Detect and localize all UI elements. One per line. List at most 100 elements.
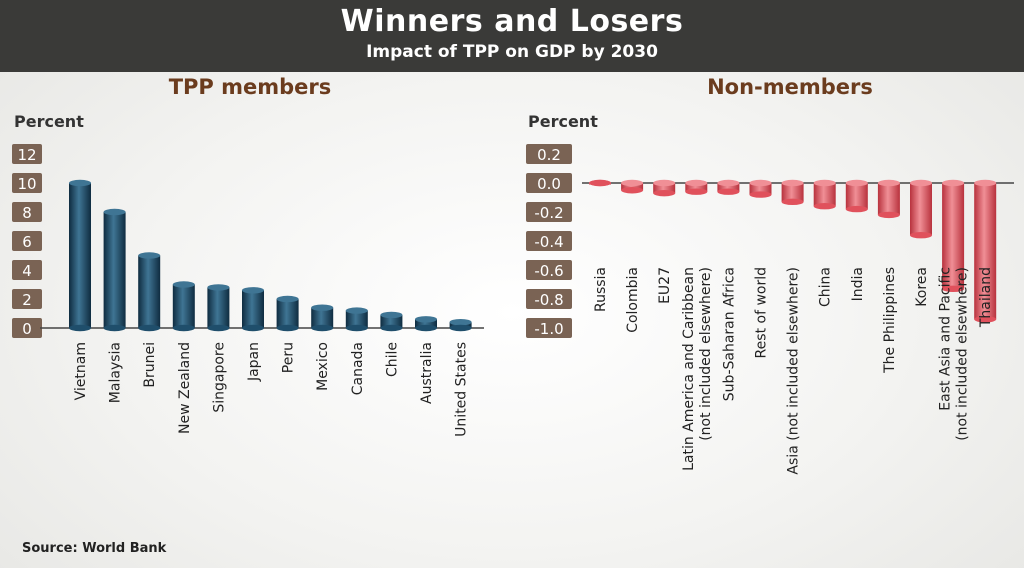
nonmembers-category-label: Colombia [625, 267, 641, 333]
nonmembers-bar-cap [621, 179, 644, 187]
members-bar-cap [103, 208, 126, 216]
members-bar [207, 287, 230, 328]
nonmembers-panel-title: Non-members [707, 75, 873, 99]
nonmembers-y-tick-label: -0.6 [534, 262, 563, 280]
members-bar-base [207, 324, 230, 332]
nonmembers-category-text: Rest of world [754, 267, 770, 358]
members-y-tick-label: 0 [22, 320, 32, 338]
nonmembers-bar-base [749, 191, 772, 198]
members-bar [311, 307, 334, 328]
members-bar-base [276, 324, 299, 332]
members-category-text: Peru [281, 342, 297, 373]
nonmembers-bar [653, 183, 676, 194]
nonmembers-y-tick-label: -0.2 [534, 204, 563, 222]
members-bar [345, 310, 368, 328]
members-bar-cap [69, 179, 91, 187]
nonmembers-tick-badge [526, 173, 572, 193]
nonmembers-category-text: China [818, 267, 834, 307]
nonmembers-bar-base [621, 187, 644, 194]
members-bar-cap [138, 252, 161, 259]
nonmembers-category-label: Latin America and Caribbean (not included… [681, 267, 714, 471]
members-category-label: Singapore [211, 342, 227, 413]
nonmembers-category-text: EU27 [657, 267, 673, 304]
members-bar [242, 290, 264, 328]
nonmembers-bar-cap [781, 179, 804, 187]
members-category-text: Mexico [315, 342, 331, 391]
members-category-label: Brunei [142, 342, 158, 388]
members-y-tick-label: 12 [17, 146, 36, 164]
members-bar-cap [276, 295, 299, 303]
nonmembers-category-text: Latin America and Caribbean [681, 267, 697, 471]
members-bar [172, 284, 195, 328]
nonmembers-category-text: Thailand [978, 267, 994, 328]
nonmembers-bar-base [781, 198, 804, 206]
members-bar-base [345, 324, 368, 332]
members-bar-base [103, 324, 126, 332]
members-bar-cap [311, 304, 334, 311]
nonmembers-category-label: Asia (not included elsewhere) [786, 267, 802, 475]
nonmembers-bar [942, 183, 965, 289]
members-panel-title: TPP members [169, 75, 332, 99]
nonmembers-category-text: Korea [914, 267, 930, 307]
members-bar-cap [380, 311, 403, 319]
members-category-text: Australia [419, 342, 435, 404]
nonmembers-category-label: China [818, 267, 834, 307]
chart-subtitle: Impact of TPP on GDP by 2030 [366, 42, 658, 62]
members-bar-base [69, 324, 91, 332]
members-bar-base [380, 324, 403, 332]
nonmembers-bar [845, 183, 868, 210]
members-category-label: United States [454, 342, 470, 437]
members-bar-base [449, 324, 472, 332]
members-bar-base [242, 324, 264, 332]
nonmembers-bar-cap [910, 179, 932, 187]
nonmembers-y-tick-label: -0.8 [534, 291, 563, 309]
nonmembers-category-label: East Asia and Pacific (not included elsew… [938, 267, 971, 441]
members-bar-cap [449, 319, 472, 326]
nonmembers-category-text: Asia (not included elsewhere) [786, 267, 802, 475]
nonmembers-bar-cap [813, 179, 836, 187]
nonmembers-category-label: Russia [593, 267, 609, 312]
nonmembers-bar-cap [974, 179, 997, 187]
nonmembers-bar-base [942, 285, 965, 293]
nonmembers-category-label: Sub-Saharan Africa [721, 267, 737, 401]
members-category-text: Japan [246, 342, 262, 382]
members-bar-base [138, 324, 161, 332]
nonmembers-bar-base [685, 188, 708, 195]
nonmembers-bar [685, 183, 708, 192]
members-category-text: Brunei [142, 342, 158, 388]
members-bar [69, 183, 91, 328]
members-y-tick-label: 2 [22, 291, 32, 309]
members-category-label: New Zealand [177, 342, 193, 434]
members-bar-base [172, 324, 195, 332]
nonmembers-category-text: Colombia [625, 267, 641, 333]
nonmembers-bar-cap [845, 179, 868, 187]
members-bar-cap [415, 316, 437, 323]
members-category-label: Peru [281, 342, 297, 373]
members-category-text: Singapore [211, 342, 227, 413]
nonmembers-bar [877, 183, 900, 215]
members-y-tick-label: 4 [22, 262, 32, 280]
nonmembers-category-text: East Asia and Pacific [938, 267, 954, 411]
nonmembers-category-label: Rest of world [754, 267, 770, 358]
nonmembers-bar-cap [877, 179, 900, 187]
nonmembers-bar [749, 183, 772, 195]
nonmembers-bar [910, 183, 932, 236]
nonmembers-category-text: India [850, 267, 866, 301]
nonmembers-tick-badge [526, 202, 572, 222]
nonmembers-category-text: (not included elsewhere) [955, 267, 971, 441]
nonmembers-bar [717, 183, 740, 192]
members-tick-badge [12, 144, 42, 164]
nonmembers-bar [621, 183, 644, 191]
members-tick-badge [12, 173, 42, 193]
nonmembers-tick-badge [526, 260, 572, 280]
nonmembers-category-label: EU27 [657, 267, 673, 304]
nonmembers-y-tick-label: -1.0 [534, 320, 563, 338]
nonmembers-category-label: Thailand [978, 267, 994, 328]
members-bar-base [415, 324, 437, 332]
nonmembers-bar-base [653, 189, 676, 197]
members-bar [276, 299, 299, 328]
members-y-axis-label: Percent [14, 112, 84, 131]
nonmembers-y-tick-label: 0.2 [537, 146, 561, 164]
nonmembers-tick-badge [526, 318, 572, 338]
